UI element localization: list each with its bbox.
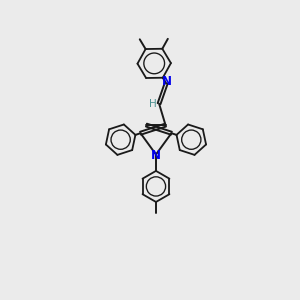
Text: H: H [148, 99, 156, 109]
Text: N: N [151, 148, 161, 162]
Text: N: N [162, 75, 172, 88]
